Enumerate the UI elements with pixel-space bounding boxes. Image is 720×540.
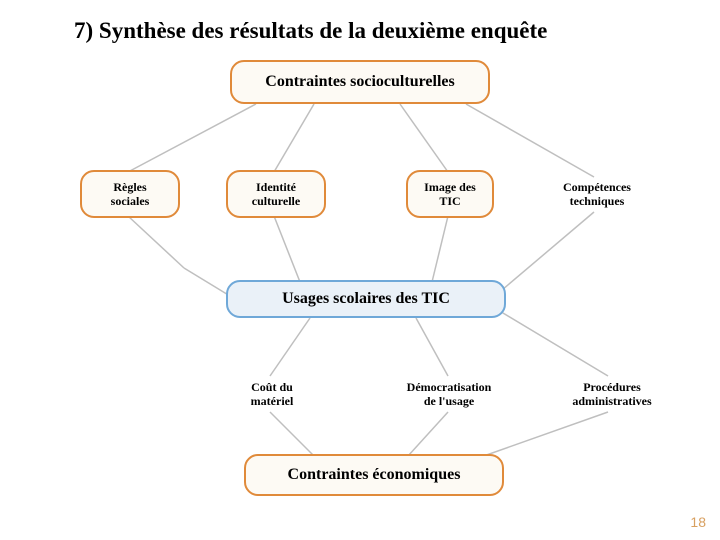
node-bottom: Contraintes économiques: [244, 454, 504, 496]
node-label: Contraintes économiques: [288, 465, 461, 484]
node-b2: Identité culturelle: [226, 170, 326, 218]
node-label: Démocratisation de l'usage: [407, 380, 492, 409]
node-label: Procédures administratives: [572, 380, 651, 409]
node-label: Identité culturelle: [252, 180, 300, 209]
node-c1: Coût du matériel: [226, 374, 318, 414]
slide-title: 7) Synthèse des résultats de la deuxième…: [74, 18, 547, 44]
node-top: Contraintes socioculturelles: [230, 60, 490, 104]
node-label: Coût du matériel: [251, 380, 294, 409]
node-c3: Procédures administratives: [556, 374, 668, 414]
node-label: Image des TIC: [424, 180, 476, 209]
node-center: Usages scolaires des TIC: [226, 280, 506, 318]
node-label: Contraintes socioculturelles: [265, 72, 454, 91]
node-label: Usages scolaires des TIC: [282, 289, 450, 308]
node-b4: Compétences techniques: [542, 175, 652, 213]
node-b3: Image des TIC: [406, 170, 494, 218]
node-label: Compétences techniques: [563, 180, 631, 209]
node-b1: Règles sociales: [80, 170, 180, 218]
node-c2: Démocratisation de l'usage: [390, 374, 508, 414]
page-number: 18: [690, 514, 706, 530]
node-label: Règles sociales: [111, 180, 150, 209]
